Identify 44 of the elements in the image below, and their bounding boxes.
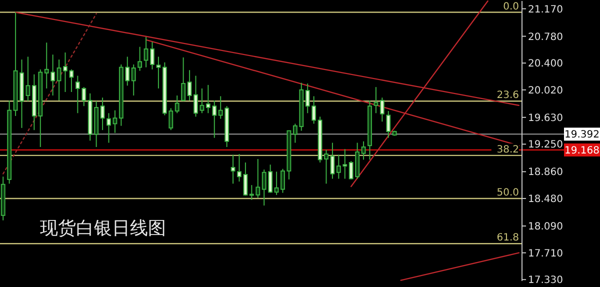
text: 现货白银日线图 — [40, 218, 166, 239]
y-tick-label: 19.630 — [528, 112, 563, 124]
y-tick-label: 18.090 — [528, 221, 563, 232]
candlestick — [374, 86, 378, 114]
candlestick — [63, 52, 68, 92]
candlestick — [56, 59, 62, 101]
y-tick-label: 18.480 — [528, 194, 563, 205]
candlestick — [100, 97, 105, 131]
ref-line-label: 19.392 — [564, 130, 600, 141]
candlestick — [187, 70, 192, 101]
candlestick — [361, 140, 366, 160]
y-tick-label: 18.860 — [528, 167, 563, 178]
annotation: 0.0 — [503, 1, 519, 12]
y-tick-label: 20.400 — [528, 58, 563, 70]
candlestick — [330, 142, 335, 180]
y-tick-label: 19.250 — [528, 140, 563, 151]
annotation: 38.2 — [496, 144, 519, 156]
candlestick — [156, 56, 161, 89]
y-tick-label: 21.170 — [528, 4, 563, 16]
annotation: 50.0 — [496, 187, 519, 198]
candlestick — [274, 171, 279, 196]
ref-line-label: 19.168 — [564, 145, 600, 156]
candlestick — [194, 75, 198, 118]
annotation: 23.6 — [496, 90, 519, 102]
candlestick — [324, 149, 328, 184]
candlestick — [26, 56, 30, 102]
candlestick — [200, 88, 204, 114]
candlestick — [144, 36, 148, 68]
candlestick — [280, 168, 285, 194]
candlestick — [237, 154, 242, 182]
y-tick-label: 17.710 — [528, 248, 563, 260]
y-tick-label: 20.780 — [528, 32, 563, 43]
candlestick — [150, 41, 154, 70]
candlestick — [181, 56, 186, 102]
candlestick — [243, 162, 248, 196]
y-tick-label: 20.020 — [528, 85, 563, 96]
annotation: 61.8 — [496, 232, 519, 244]
candlestick — [230, 154, 236, 184]
candlestick — [174, 95, 180, 114]
candlestick — [106, 112, 111, 144]
candlestick — [112, 110, 118, 134]
y-tick-label: 17.330 — [528, 275, 563, 286]
candlestick — [380, 97, 384, 122]
candlestick — [386, 110, 391, 138]
